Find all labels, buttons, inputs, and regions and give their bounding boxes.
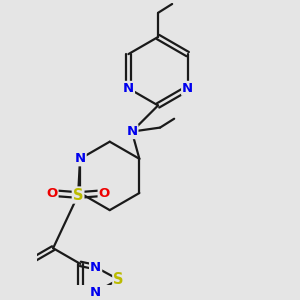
Text: S: S xyxy=(113,272,124,287)
Text: O: O xyxy=(99,187,110,200)
Text: N: N xyxy=(123,82,134,95)
Text: N: N xyxy=(90,286,101,298)
Text: O: O xyxy=(46,187,58,200)
Text: N: N xyxy=(74,152,86,165)
Text: N: N xyxy=(126,125,137,138)
Text: N: N xyxy=(182,82,193,95)
Text: N: N xyxy=(90,261,101,274)
Text: S: S xyxy=(73,188,83,202)
